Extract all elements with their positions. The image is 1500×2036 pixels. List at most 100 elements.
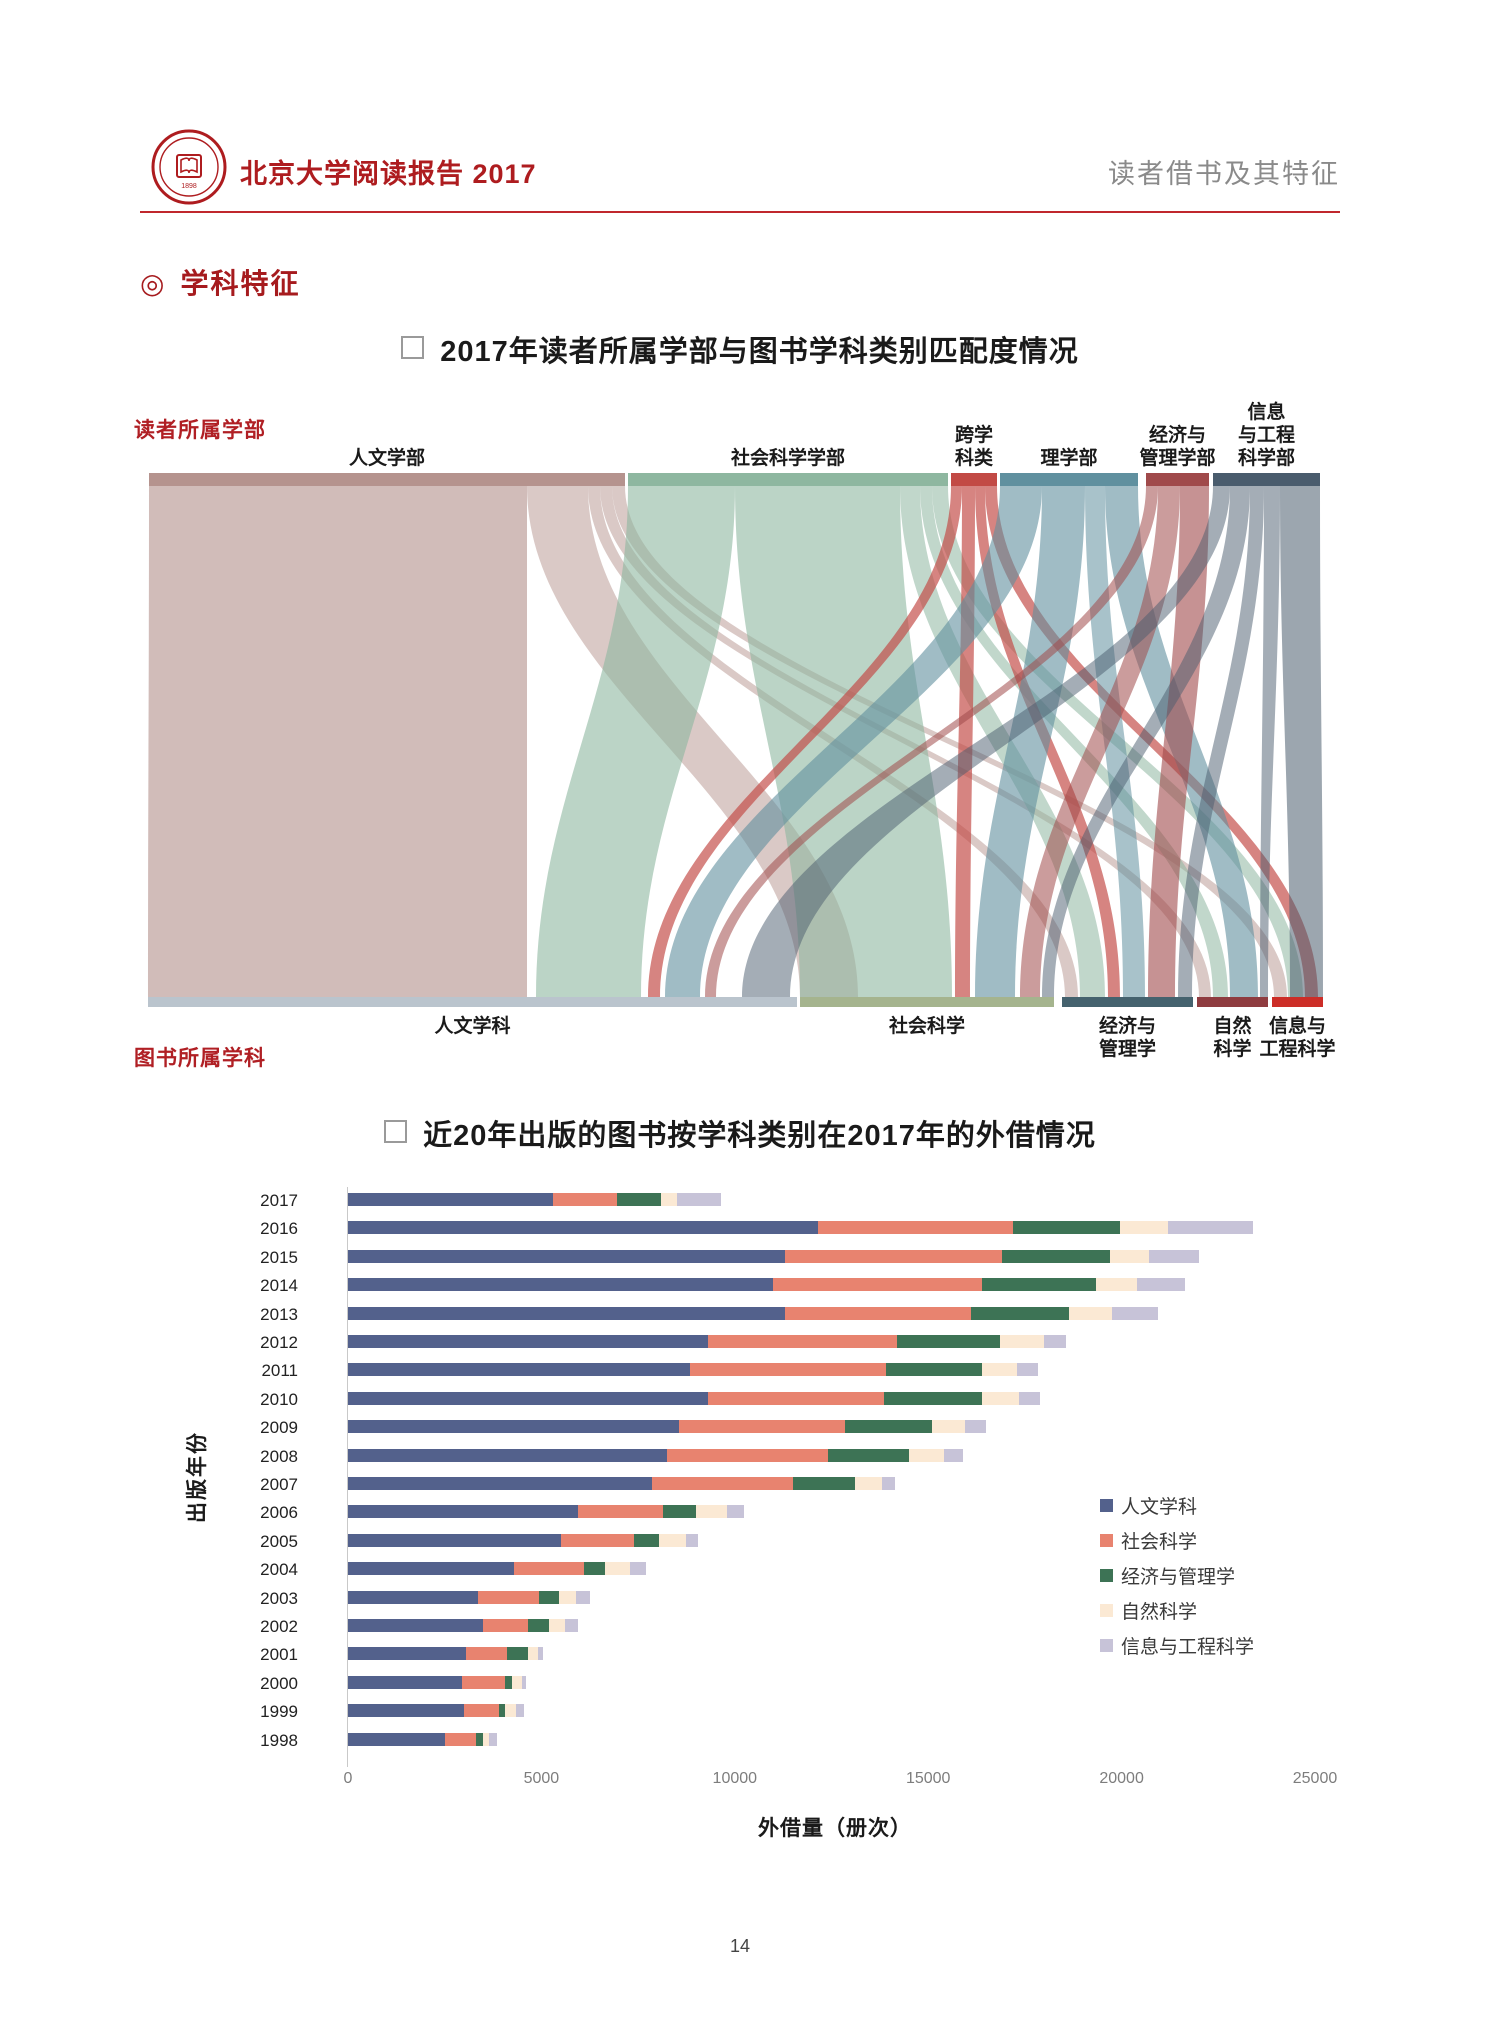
bar-segment (348, 1193, 553, 1206)
svg-text:1898: 1898 (181, 183, 197, 190)
bar-segment (489, 1732, 497, 1746)
bar-segment (348, 1477, 652, 1490)
bar-segment (943, 1448, 963, 1462)
bar-segment (634, 1533, 660, 1547)
bar-segment (348, 1221, 818, 1235)
bar-row (348, 1562, 1318, 1576)
bar-segment (514, 1562, 584, 1576)
bar-segment (1044, 1335, 1066, 1348)
bar-segment (560, 1533, 635, 1547)
legend-swatch-icon (1100, 1604, 1113, 1617)
year-tick-label: 2005 (260, 1531, 298, 1551)
legend-item: 经济与管理学 (1100, 1558, 1254, 1593)
bar-segment (881, 1477, 896, 1490)
bar-segment (348, 1306, 786, 1320)
bar-segment (465, 1647, 507, 1661)
bar-segment (348, 1562, 515, 1576)
bar-row (348, 1221, 1318, 1235)
bar-row (348, 1477, 1318, 1490)
sankey-target-node-label: 社会科学 (888, 1014, 965, 1037)
bar-segment (1137, 1278, 1186, 1292)
bar-segment (578, 1505, 664, 1519)
year-tick-label: 2003 (260, 1588, 298, 1608)
bar-row (348, 1505, 1318, 1519)
sankey-source-node-label: 社会科学学部 (730, 446, 845, 469)
bar-segment (651, 1477, 793, 1490)
bar-segment (982, 1391, 1020, 1405)
bar-segment (1017, 1363, 1039, 1377)
bar-segment (982, 1363, 1018, 1377)
bar-segment (1168, 1221, 1254, 1235)
bar-segment (1013, 1221, 1120, 1235)
bar-segment (506, 1647, 528, 1661)
sankey-flow (920, 486, 1228, 997)
bar-segment (707, 1335, 898, 1348)
bar-segment (773, 1278, 983, 1292)
bar-segment (537, 1647, 544, 1661)
sankey-source-node (628, 473, 948, 486)
bar-segment (1109, 1249, 1149, 1263)
bar-segment (1111, 1306, 1159, 1320)
sankey-chart-title-text: 2017年读者所属学部与图书学科类别匹配度情况 (440, 336, 1079, 368)
bar-segment (707, 1391, 884, 1405)
bar-segment (576, 1590, 590, 1604)
year-tick-label: 2010 (260, 1389, 298, 1409)
bar-segment (970, 1306, 1070, 1320)
year-tick-label: 2001 (260, 1645, 298, 1665)
bar-segment (516, 1704, 524, 1718)
sankey-flow (1020, 486, 1180, 997)
bar-segment (727, 1505, 745, 1519)
bar-segment (1069, 1306, 1112, 1320)
sankey-source-node-label: 理学部 (1040, 446, 1097, 469)
sankey-target-node (148, 997, 797, 1007)
legend-item: 信息与工程科学 (1100, 1628, 1254, 1663)
legend-label: 社会科学 (1121, 1532, 1198, 1553)
bar-segment (659, 1533, 687, 1547)
bar-segment (348, 1647, 466, 1661)
bar-row (348, 1590, 1318, 1604)
bar-segment (827, 1448, 909, 1462)
bar-row (348, 1278, 1318, 1292)
sankey-source-node-label: 与工程 (1238, 424, 1295, 446)
bar-segment (475, 1732, 484, 1746)
bar-segment (1119, 1221, 1168, 1235)
bar-row (348, 1306, 1318, 1320)
bar-segment (348, 1278, 774, 1292)
header-divider (140, 211, 1340, 213)
bar-segment (512, 1675, 523, 1689)
bar-row (348, 1448, 1318, 1462)
sankey-target-axis-label: 图书所属学科 (134, 1047, 266, 1070)
bar-segment (908, 1448, 944, 1462)
x-axis-title: 外借量（册次） (758, 1817, 912, 1840)
bar-segment (348, 1363, 691, 1377)
x-tick-label: 15000 (905, 1770, 951, 1787)
bar-segment (696, 1505, 728, 1519)
sankey-flow (705, 486, 1158, 997)
bar-segment (558, 1590, 577, 1604)
sankey-chart-title: 2017年读者所属学部与图书学科类别匹配度情况 (140, 328, 1340, 370)
bar-segment (1001, 1249, 1110, 1263)
bar-segment (348, 1249, 786, 1263)
year-tick-label: 2004 (260, 1560, 298, 1580)
sankey-target-node-label: 管理学 (1099, 1037, 1156, 1060)
bar-row (348, 1533, 1318, 1547)
bar-segment (676, 1193, 722, 1206)
year-tick-label: 2011 (261, 1361, 298, 1381)
bar-row (348, 1675, 1318, 1689)
bar-segment (885, 1363, 983, 1377)
bar-segment (483, 1619, 528, 1632)
bar-segment (348, 1704, 465, 1718)
x-tick-label: 20000 (1099, 1770, 1144, 1787)
section-title-text: 学科特征 (180, 268, 301, 299)
bar-segment (549, 1619, 565, 1632)
bar-segment (348, 1335, 708, 1348)
legend-swatch-icon (1100, 1534, 1113, 1547)
bar-segment (348, 1448, 668, 1462)
bar-segment (1148, 1249, 1199, 1263)
bar-row (348, 1335, 1318, 1348)
bar-row (348, 1363, 1318, 1377)
y-axis-title: 出版年份 (186, 1431, 209, 1523)
